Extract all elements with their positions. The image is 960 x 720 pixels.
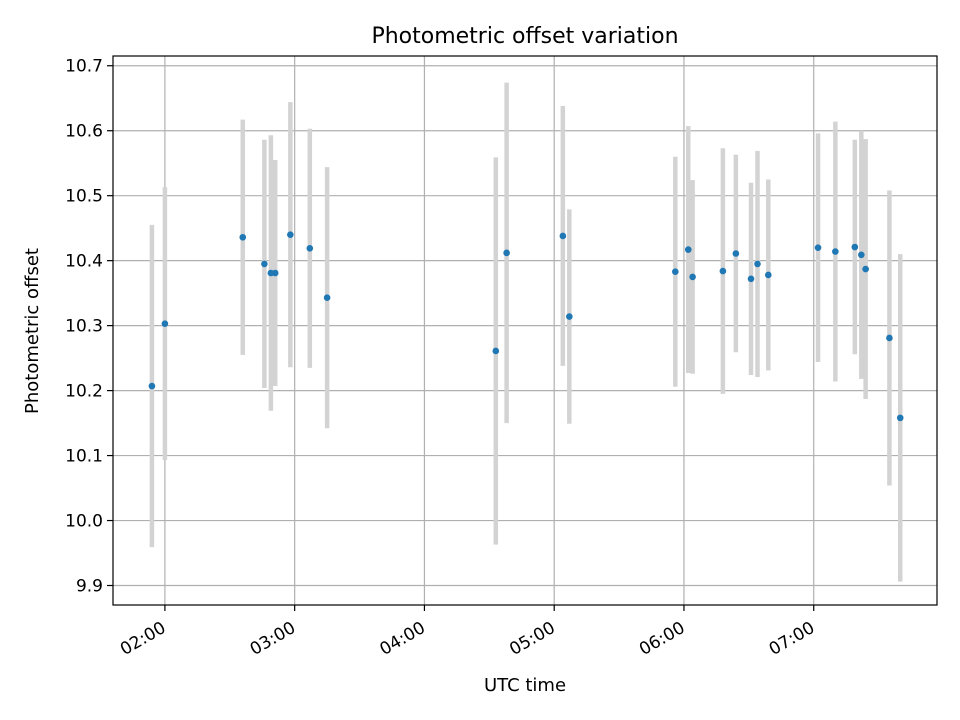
- y-tick-label: 10.5: [65, 187, 103, 207]
- data-point: [896, 414, 904, 422]
- data-point: [747, 275, 755, 283]
- data-point: [765, 271, 772, 279]
- data-point: [851, 243, 859, 251]
- plot-frame: [112, 55, 938, 606]
- data-points: [148, 231, 904, 422]
- grid: [113, 56, 937, 605]
- data-point: [161, 320, 169, 327]
- chart-title: Photometric offset variation: [371, 24, 678, 49]
- data-point: [814, 244, 822, 251]
- data-point: [832, 248, 839, 255]
- y-tick-label: 9.9: [76, 577, 103, 597]
- data-point: [689, 273, 696, 281]
- y-tick-label: 10.6: [65, 122, 103, 142]
- y-tick-label: 10.0: [65, 512, 103, 532]
- data-point: [148, 382, 156, 390]
- data-point: [492, 347, 500, 355]
- y-tick-label: 10.4: [65, 252, 103, 272]
- y-tick-label: 10.7: [65, 57, 103, 77]
- data-point: [323, 294, 331, 301]
- y-axis-label: Photometric offset: [22, 248, 43, 414]
- data-point: [862, 265, 869, 273]
- data-point: [684, 246, 692, 253]
- data-point: [858, 251, 865, 259]
- y-tick-label: 10.3: [65, 317, 103, 337]
- data-point: [672, 268, 679, 276]
- data-point: [732, 250, 740, 257]
- data-point: [271, 269, 279, 277]
- data-point: [239, 233, 247, 241]
- data-point: [261, 260, 268, 268]
- data-point: [287, 231, 294, 238]
- data-point: [503, 249, 510, 257]
- y-axis: 9.9 10.0 10.1 10.2 10.3 10.4 10.5 10.6 10.7: [65, 57, 113, 597]
- y-tick-label: 10.1: [65, 447, 103, 467]
- data-point: [719, 267, 727, 275]
- data-point: [566, 313, 573, 320]
- data-point: [886, 334, 893, 342]
- data-point: [306, 245, 314, 252]
- x-axis-label: UTC time: [484, 675, 566, 696]
- data-point: [754, 260, 761, 268]
- y-tick-label: 10.2: [65, 382, 103, 402]
- data-point: [559, 232, 567, 240]
